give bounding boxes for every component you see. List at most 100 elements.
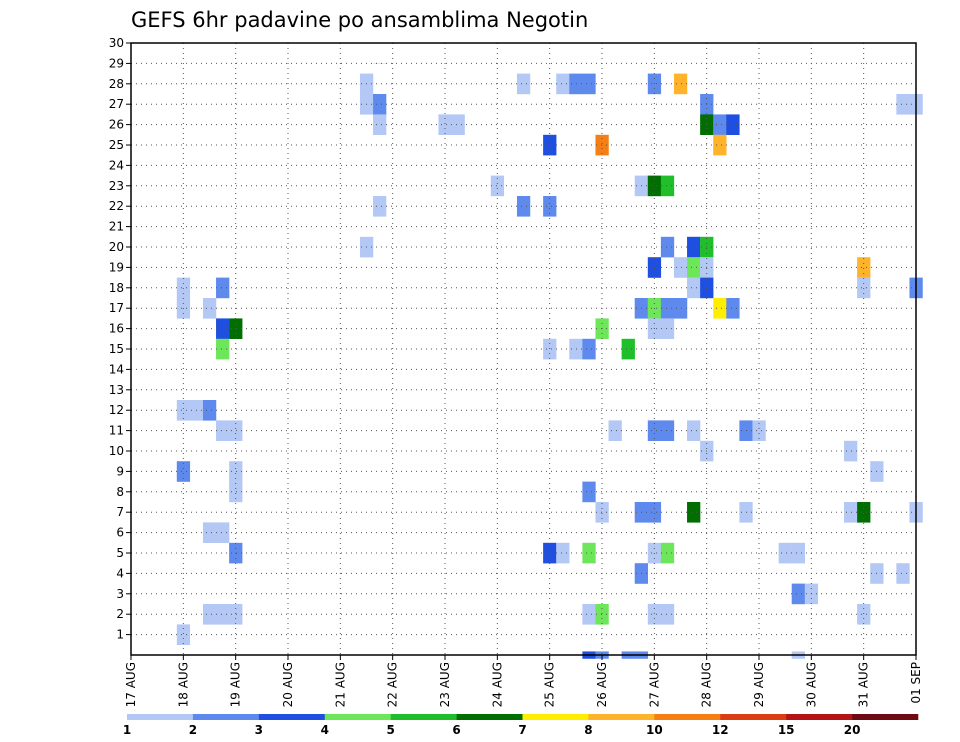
precip-cell — [791, 542, 805, 564]
precip-cell — [176, 400, 191, 421]
x-tick-label: 21 AUG — [333, 662, 347, 707]
precip-cell — [582, 542, 596, 564]
precip-cell — [660, 420, 675, 441]
legend-swatch — [786, 714, 853, 720]
x-axis: 17 AUG 18 AUG 19 AUG 20 AUG 21 AUG 22 AUG 23 A… — [124, 655, 923, 707]
y-tick-label: 5 — [116, 546, 124, 560]
x-tick-label: 31 AUG — [857, 662, 871, 707]
y-tick-label: 30 — [109, 36, 124, 50]
y-tick-label: 1 — [116, 628, 124, 642]
precip-cell — [176, 624, 191, 645]
legend-swatch — [522, 714, 589, 720]
cells-layer — [176, 43, 923, 659]
y-tick-label: 26 — [109, 118, 124, 132]
precip-cell — [687, 420, 701, 441]
precip-cell — [216, 277, 230, 299]
y-tick-label: 16 — [109, 322, 124, 336]
precip-cell — [647, 257, 662, 278]
precip-cell — [595, 604, 609, 625]
legend-label: 10 — [646, 723, 663, 737]
y-tick-label: 21 — [109, 220, 124, 234]
precip-cell — [673, 298, 688, 319]
x-tick-label: 30 AUG — [804, 662, 818, 707]
x-tick-label: 28 AUG — [700, 662, 714, 707]
precip-cell — [844, 502, 858, 523]
precip-cell — [752, 420, 766, 441]
precip-cell — [216, 338, 230, 360]
precip-cell — [647, 420, 662, 441]
precip-cell — [647, 604, 662, 625]
y-tick-label: 15 — [109, 342, 124, 356]
y-tick-label: 10 — [109, 444, 124, 458]
precip-cell — [726, 114, 740, 135]
x-tick-label: 29 AUG — [752, 662, 766, 707]
y-tick-label: 8 — [116, 485, 124, 499]
precip-cell — [687, 502, 701, 523]
precip-cell — [229, 461, 243, 482]
legend-swatch — [324, 714, 391, 720]
grid-layer — [131, 43, 916, 655]
precip-cell — [202, 604, 217, 625]
y-tick-label: 24 — [109, 158, 124, 172]
y-tick-label: 17 — [109, 301, 124, 315]
precip-cell — [373, 114, 387, 135]
precip-cell — [451, 114, 465, 135]
legend-label: 6 — [452, 723, 460, 737]
precip-cell — [673, 257, 688, 278]
precip-cell — [229, 604, 243, 625]
y-tick-label: 14 — [109, 362, 124, 376]
x-tick-label: 25 AUG — [543, 662, 557, 707]
precip-cell — [490, 175, 505, 197]
y-tick-label: 9 — [116, 464, 124, 478]
y-tick-label: 3 — [116, 587, 124, 601]
precip-cell — [582, 604, 596, 625]
y-tick-label: 12 — [109, 403, 124, 417]
precip-cell — [660, 175, 675, 197]
y-tick-label: 2 — [116, 607, 124, 621]
y-tick-label: 25 — [109, 138, 124, 152]
precip-cell — [582, 338, 596, 360]
precip-cell — [229, 481, 243, 503]
legend-label: 2 — [189, 723, 197, 737]
legend-swatch — [127, 714, 194, 720]
legend-swatch — [588, 714, 655, 720]
x-tick-label: 19 AUG — [229, 662, 243, 707]
precip-cell — [857, 277, 871, 299]
precip-cell — [857, 502, 871, 523]
legend-label: 12 — [712, 723, 729, 737]
precip-cell — [569, 73, 583, 95]
precip-cell — [595, 502, 609, 523]
y-tick-label: 27 — [109, 97, 124, 111]
precip-cell — [673, 73, 688, 95]
legend-label: 5 — [386, 723, 394, 737]
precip-cell — [216, 604, 230, 625]
precip-cell — [438, 114, 452, 135]
y-tick-label: 4 — [116, 566, 124, 580]
precip-cell — [660, 604, 675, 625]
x-tick-label: 26 AUG — [595, 662, 609, 707]
legend-swatch — [192, 714, 260, 720]
y-tick-label: 6 — [116, 526, 124, 540]
y-tick-label: 19 — [109, 260, 124, 274]
precip-cell — [660, 542, 675, 564]
y-tick-label: 22 — [109, 199, 124, 213]
precip-cell — [660, 318, 675, 339]
precip-cell — [582, 481, 596, 503]
precip-cell — [202, 298, 217, 319]
precip-cell — [660, 298, 675, 319]
legend-label: 3 — [255, 723, 263, 737]
precip-cell — [595, 134, 609, 156]
precip-cell — [713, 114, 727, 135]
y-tick-label: 29 — [109, 56, 124, 70]
precip-cell — [726, 298, 740, 319]
y-tick-label: 23 — [109, 179, 124, 193]
precip-cell — [896, 94, 910, 115]
precip-cell — [543, 338, 557, 360]
precip-cell — [791, 583, 805, 605]
precip-cell — [647, 175, 662, 197]
precip-cell — [687, 257, 701, 278]
precip-cell — [778, 542, 792, 564]
precip-cell — [516, 196, 531, 217]
legend-label: 4 — [321, 723, 329, 737]
